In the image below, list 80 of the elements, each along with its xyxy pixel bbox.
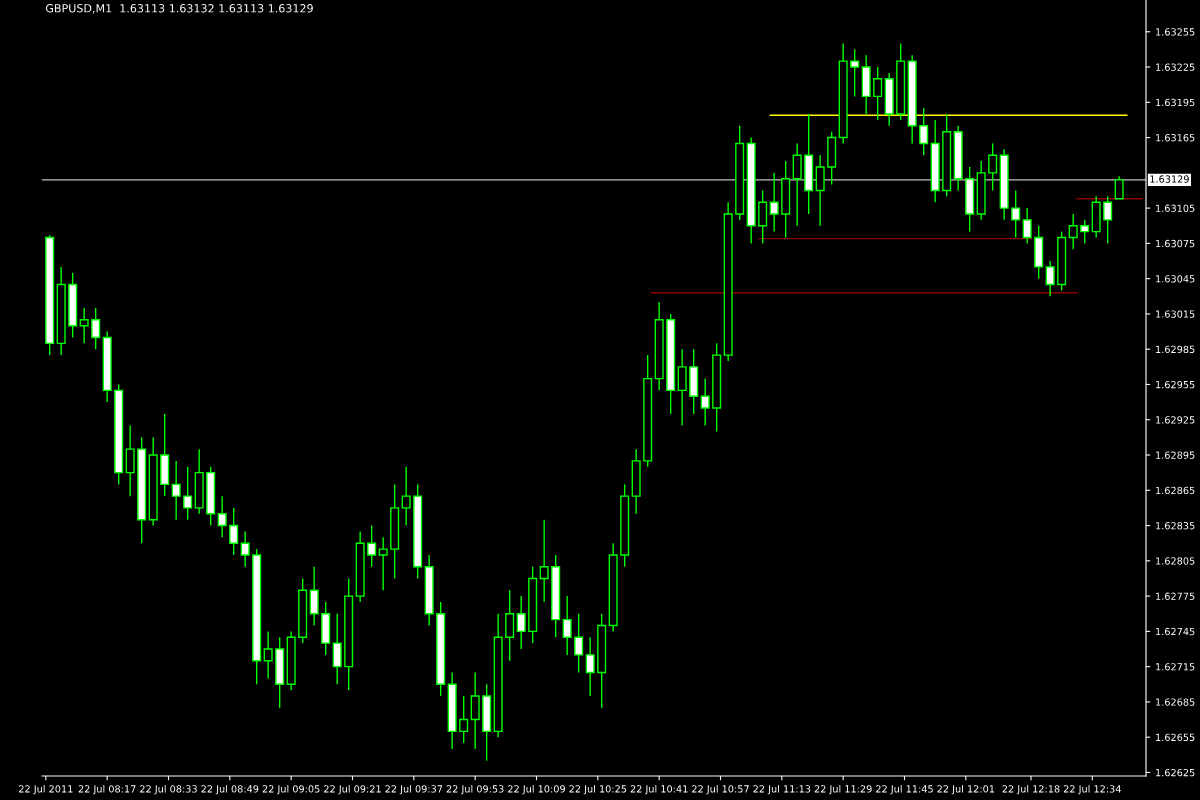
x-tick-label: 22 Jul 09:37 [385, 785, 443, 795]
x-tick-label: 22 Jul 09:21 [324, 785, 381, 795]
y-tick-label: 1.62955 [1156, 380, 1195, 389]
y-tick-label: 1.62685 [1156, 698, 1195, 706]
y-tick-label: 1.62775 [1156, 592, 1195, 600]
x-tick-label: 22 Jul 08:33 [140, 785, 197, 795]
x-tick-label: 22 Jul 2011 [19, 785, 73, 795]
candlestick [815, 154, 825, 227]
candlestick [1114, 175, 1124, 200]
candlestick [91, 307, 101, 350]
candlestick [792, 142, 802, 227]
y-tick-label: 1.62805 [1156, 557, 1195, 565]
candlestick [378, 536, 388, 591]
candlestick [1022, 207, 1032, 245]
candlestick [171, 460, 181, 521]
y-tick-label: 1.63225 [1156, 63, 1195, 71]
x-tick-label: 22 Jul 10:09 [508, 785, 565, 795]
x-tick-label: 22 Jul 12:34 [1063, 785, 1121, 795]
x-tick-label: 22 Jul 09:53 [446, 785, 504, 795]
candlestick [367, 524, 377, 568]
candlestick [700, 377, 710, 427]
y-tick-label: 1.62625 [1156, 768, 1195, 777]
y-tick-label: 1.62865 [1156, 486, 1195, 495]
ref-line-label: 1.63129 [1150, 175, 1189, 183]
candlestick [332, 613, 342, 685]
x-tick-label: 22 Jul 12:18 [1002, 785, 1060, 795]
candlestick [263, 630, 273, 680]
x-tick-label: 22 Jul 11:13 [753, 785, 811, 795]
candlestick [873, 66, 883, 121]
candlestick [988, 142, 998, 192]
candlestick [850, 48, 860, 98]
candlestick [309, 566, 319, 627]
x-tick-label: 22 Jul 11:45 [876, 785, 933, 795]
y-tick-label: 1.62835 [1156, 522, 1195, 530]
candlestick [240, 530, 250, 568]
candlestick [1068, 213, 1078, 250]
candlestick [229, 507, 239, 556]
candlestick [919, 107, 929, 156]
candlestick [585, 636, 595, 697]
candlestick [183, 466, 193, 521]
candlestick [769, 172, 779, 233]
candlestick [125, 424, 135, 497]
x-tick-label: 22 Jul 08:49 [201, 785, 259, 795]
candlestick [677, 348, 687, 427]
y-tick-label: 1.63195 [1156, 98, 1195, 107]
candlestick [1011, 189, 1021, 239]
y-tick-label: 1.62655 [1156, 733, 1195, 742]
y-tick-label: 1.63045 [1156, 275, 1195, 283]
candlestick [459, 695, 469, 744]
candlestick [1045, 260, 1055, 297]
y-tick-label: 1.63015 [1156, 310, 1195, 318]
y-tick-label: 1.62715 [1156, 663, 1195, 671]
y-tick-label: 1.62745 [1156, 627, 1195, 636]
candlestick [1080, 219, 1090, 245]
x-tick-label: 22 Jul 09:05 [262, 785, 320, 795]
y-tick-label: 1.63105 [1156, 204, 1195, 212]
x-tick-label: 22 Jul 08:17 [78, 785, 136, 795]
candlestick [79, 307, 89, 345]
candlestick [516, 595, 526, 650]
candlestick [401, 466, 411, 527]
x-tick-label: 22 Jul 10:41 [630, 785, 688, 795]
x-tick-label: 22 Jul 12:01 [937, 785, 995, 795]
candlestick [562, 595, 572, 656]
candlestick [758, 189, 768, 245]
candlestick [505, 589, 515, 662]
candlestick [539, 518, 549, 603]
y-tick-label: 1.63165 [1156, 134, 1195, 142]
y-tick-label: 1.62895 [1156, 451, 1195, 459]
x-tick-label: 22 Jul 10:25 [569, 785, 627, 795]
candlestick [217, 495, 227, 539]
candlestick [1103, 195, 1113, 245]
candlestick [470, 671, 480, 750]
x-tick-label: 22 Jul 10:57 [692, 785, 749, 795]
x-tick-label: 22 Jul 11:29 [814, 785, 872, 795]
y-tick-label: 1.63255 [1156, 28, 1195, 36]
candlestick [574, 613, 584, 674]
y-tick-label: 1.62985 [1156, 345, 1195, 354]
y-tick-label: 1.63075 [1156, 239, 1195, 248]
y-tick-label: 1.62925 [1156, 416, 1195, 424]
chart-title: GBPUSD,M1 1.63113 1.63132 1.63113 1.63129 [45, 4, 313, 14]
